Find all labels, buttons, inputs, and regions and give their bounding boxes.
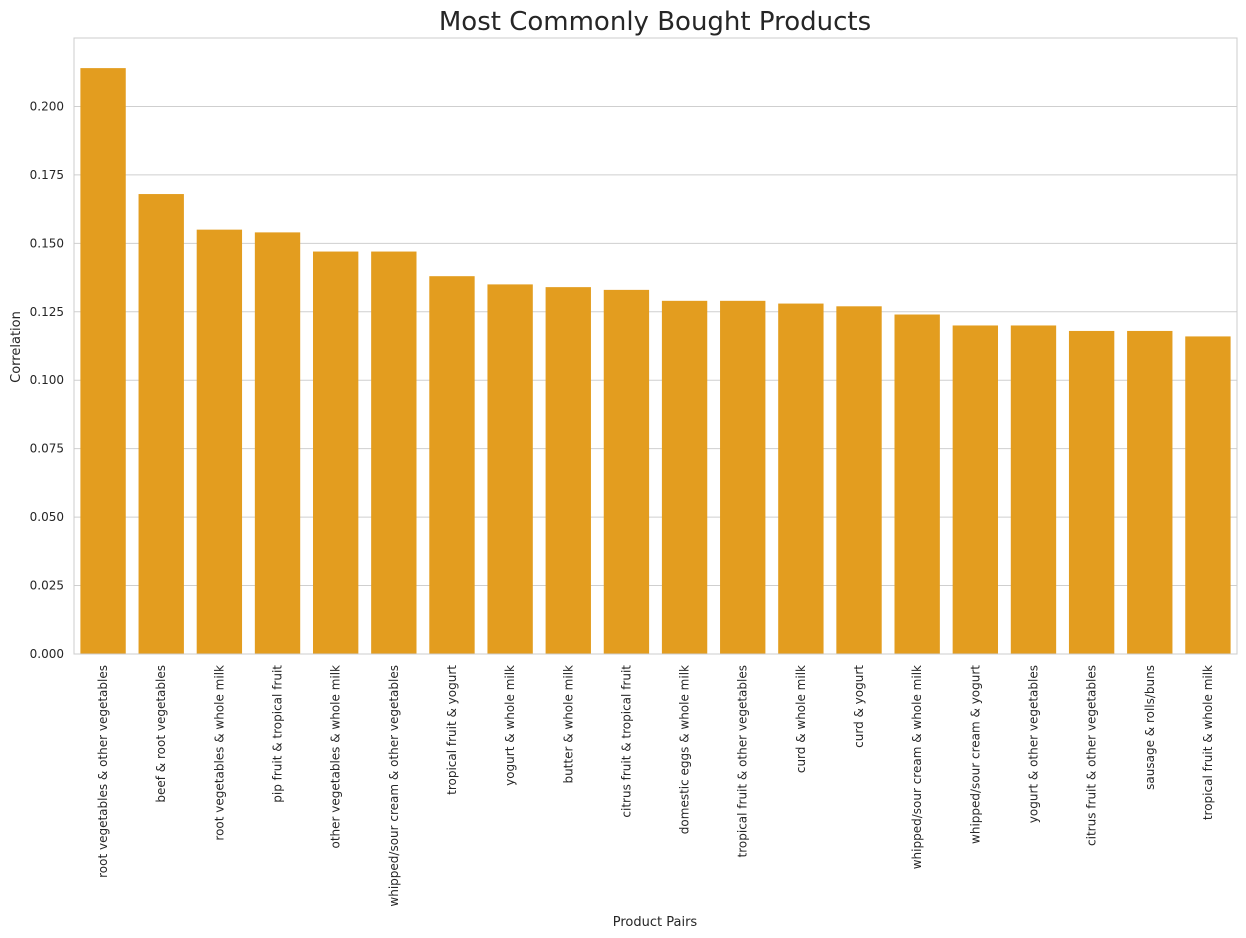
bar [1127, 330, 1173, 654]
x-tick-label: whipped/sour cream & yogurt [968, 665, 982, 844]
bar [720, 300, 766, 654]
bar [778, 303, 824, 654]
bar [603, 289, 650, 654]
x-tick-label: tropical fruit & other vegetables [736, 665, 750, 857]
x-tick-label: root vegetables & other vegetables [96, 665, 110, 878]
bar [371, 251, 417, 654]
bar [836, 306, 882, 654]
bar [1185, 336, 1231, 654]
y-tick-label: 0.200 [30, 99, 64, 113]
x-tick-label: citrus fruit & other vegetables [1085, 665, 1099, 846]
y-tick-label: 0.125 [30, 305, 64, 319]
bar [138, 194, 184, 654]
bar [429, 276, 475, 654]
y-tick-label: 0.175 [30, 168, 64, 182]
y-tick-label: 0.150 [30, 236, 64, 250]
bar [1068, 330, 1115, 654]
x-tick-label: curd & yogurt [852, 665, 866, 748]
y-tick-label: 0.075 [30, 442, 64, 456]
bar [952, 325, 999, 654]
x-tick-label: tropical fruit & yogurt [445, 665, 459, 795]
x-tick-label: whipped/sour cream & other vegetables [387, 665, 401, 907]
x-axis-label: Product Pairs [613, 915, 698, 930]
plot-frame [73, 37, 1238, 655]
x-tick-label: sausage & rolls/buns [1143, 665, 1157, 790]
x-tick-label: butter & whole milk [561, 665, 575, 784]
x-tick-label: whipped/sour cream & whole milk [910, 665, 924, 869]
y-axis-label: Correlation [9, 311, 24, 383]
bar [196, 229, 243, 654]
x-tick-label: citrus fruit & tropical fruit [619, 665, 633, 818]
bar [312, 251, 359, 654]
bar [545, 287, 591, 654]
x-tick-label: pip fruit & tropical fruit [271, 665, 285, 803]
bars [80, 68, 1231, 655]
y-tick-label: 0.025 [30, 579, 64, 593]
bar [80, 68, 126, 655]
x-axis-ticks: root vegetables & other vegetables beef &… [96, 665, 1215, 907]
x-tick-label: tropical fruit & whole milk [1201, 665, 1215, 820]
y-axis-ticks: 0.000 0.025 0.050 0.075 0.100 0.125 0.150 0.175… [30, 99, 64, 661]
x-tick-label: domestic eggs & whole milk [678, 665, 692, 834]
bar [894, 314, 940, 654]
bar [661, 300, 708, 654]
chart-title: Most Commonly Bought Products [439, 7, 871, 37]
x-tick-label: root vegetables & whole milk [212, 665, 226, 841]
bar [487, 284, 533, 654]
y-tick-label: 0.000 [30, 647, 64, 661]
x-tick-label: yogurt & whole milk [503, 665, 517, 786]
bar [1010, 325, 1057, 654]
x-tick-label: other vegetables & whole milk [329, 665, 343, 849]
x-tick-label: curd & whole milk [794, 665, 808, 773]
x-tick-label: beef & root vegetables [154, 665, 168, 803]
y-tick-label: 0.100 [30, 373, 64, 387]
y-tick-label: 0.050 [30, 510, 64, 524]
bar [254, 232, 301, 655]
x-tick-label: yogurt & other vegetables [1026, 665, 1040, 823]
gridlines [74, 105, 1237, 655]
